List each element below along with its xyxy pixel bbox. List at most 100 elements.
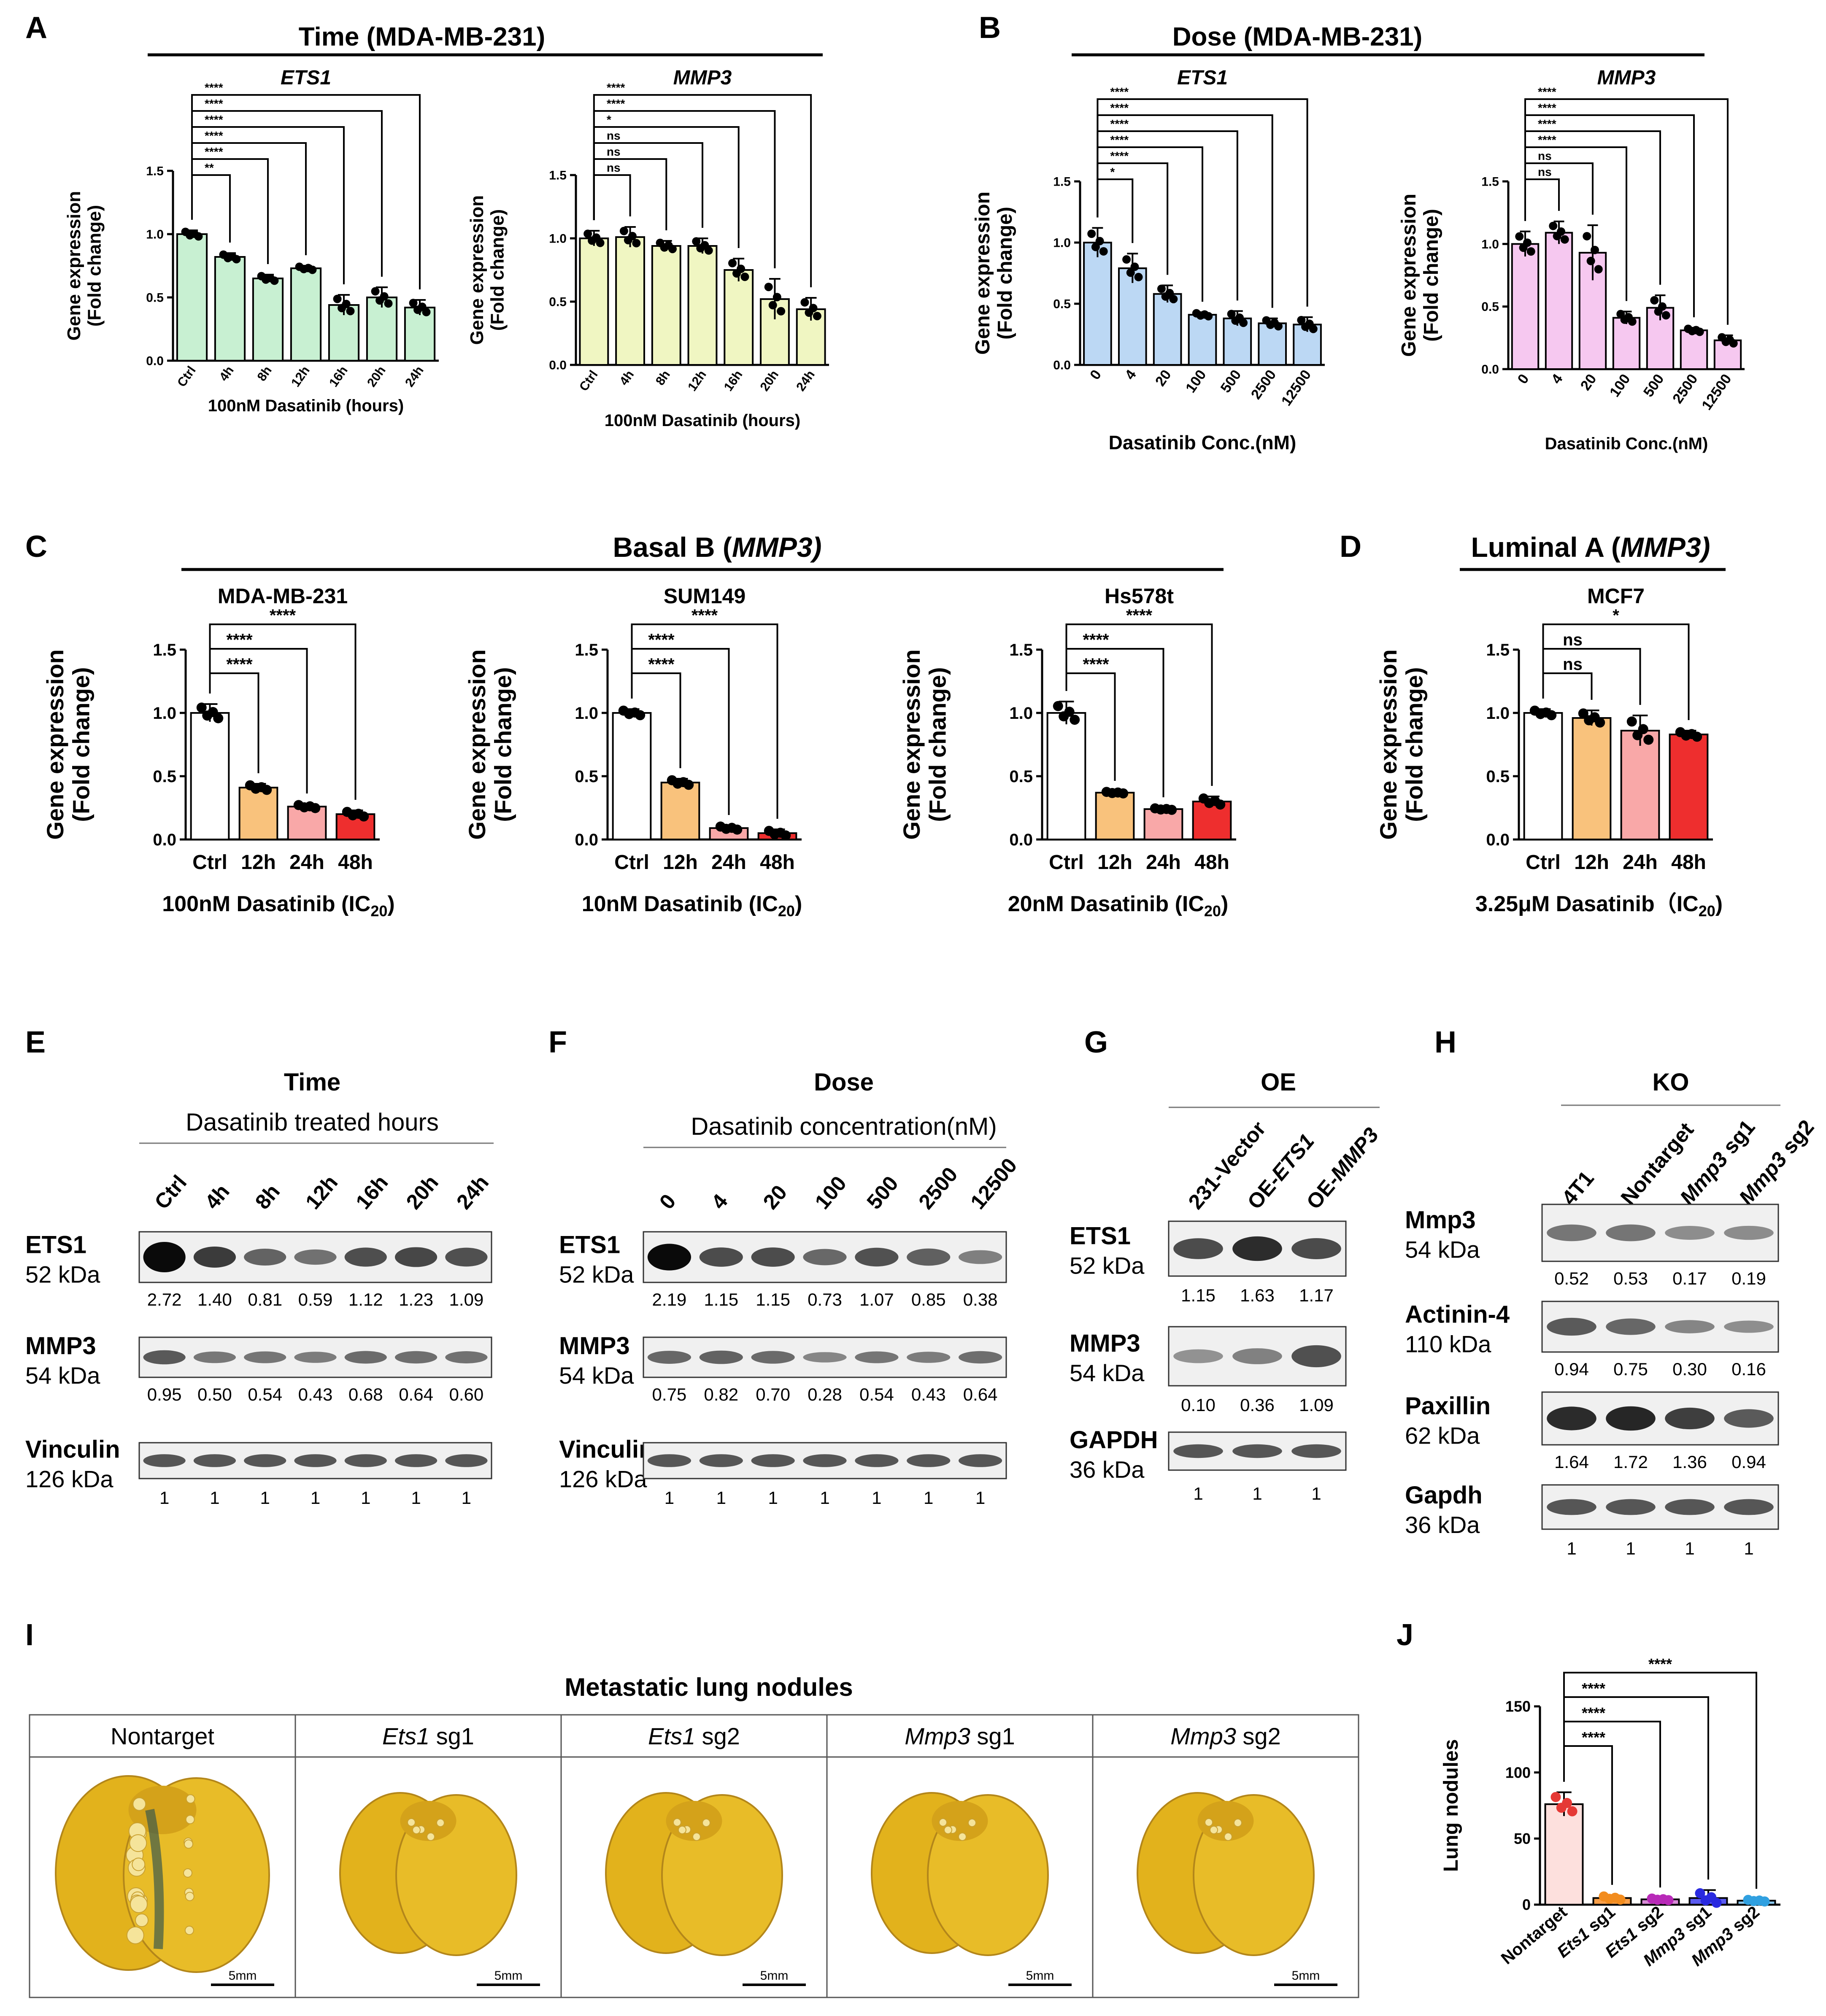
replicate-point: [1586, 256, 1595, 265]
significance-label: ns: [1563, 655, 1583, 674]
bar-48h: [1669, 734, 1709, 840]
protein-band: [394, 1454, 438, 1467]
protein-band: [1665, 1226, 1715, 1240]
replicate-point: [384, 299, 393, 308]
x-tick-label: Ctrl: [577, 368, 601, 394]
protein-band: [699, 1350, 743, 1364]
protein-label: Paxillin: [1405, 1393, 1491, 1420]
lane-label: 2500: [914, 1163, 962, 1214]
protein-band: [907, 1248, 951, 1266]
replicate-point: [1560, 235, 1569, 244]
lungs-title: Metastatic lung nodules: [565, 1673, 853, 1701]
lane-label: 20: [759, 1180, 792, 1214]
replicate-point: [1134, 273, 1143, 281]
replicate-point: [1638, 724, 1648, 734]
scale-bar-label: 5mm: [1292, 1969, 1320, 1983]
y-axis-label: Gene expression: [64, 191, 84, 341]
replicate-point: [1650, 296, 1659, 305]
blot-f-dose: Dose Dasatinib concentration(nM) 0 4 20 100 50…: [559, 1069, 1021, 1508]
band-quant: 0.53: [1613, 1268, 1648, 1288]
band-quant: 0.64: [399, 1384, 433, 1404]
band-quant: 1: [1626, 1538, 1635, 1558]
protein-band: [647, 1244, 692, 1271]
band-quant: 1: [768, 1488, 778, 1508]
protein-label: ETS1: [1070, 1223, 1131, 1250]
y-tick-label: 0.5: [1053, 297, 1071, 311]
x-tick-label: 4: [1122, 367, 1140, 383]
panel-label-g: G: [1084, 1026, 1108, 1059]
group-title-basalb: Basal B (MMP3): [613, 532, 821, 563]
protein-band: [445, 1247, 488, 1267]
lane-label: Ctrl: [150, 1171, 191, 1214]
significance-label: ns: [1538, 149, 1552, 162]
lung-specimen: [339, 1792, 517, 1956]
bar-24h: [404, 307, 436, 362]
group-title-time: Time (MDA-MB-231): [299, 22, 545, 51]
blot-e-time: Time Dasatinib treated hours Ctrl 4h 8h 12h 16…: [25, 1069, 494, 1508]
bar-12h: [238, 787, 278, 840]
significance-label: ****: [648, 655, 675, 674]
panel-label-h: H: [1434, 1026, 1456, 1059]
panel-label-e: E: [25, 1026, 46, 1059]
lane-label: 12500: [966, 1154, 1021, 1214]
replicate-point: [1053, 701, 1063, 711]
chart-c-sum149: SUM149 0.0 0.5 1.0 1.5 Gene expression(Fold c…: [464, 584, 802, 874]
significance-label: ****: [1582, 1680, 1605, 1697]
band-quant: 0.52: [1554, 1268, 1589, 1288]
bar-2500: [1680, 329, 1708, 370]
blot-title: KO: [1653, 1069, 1689, 1096]
x-tick-label: 12500: [1278, 367, 1314, 409]
y-tick-label: 1.5: [1486, 641, 1510, 659]
x-tick-label: Ctrl: [614, 851, 649, 874]
y-tick-label: 0.0: [1053, 359, 1071, 372]
replicate-point: [1118, 788, 1129, 799]
protein-label: MMP3: [1070, 1330, 1140, 1357]
y-tick-label: 1.0: [575, 704, 598, 723]
replicate-point: [1523, 238, 1532, 247]
band-quant: 1.64: [1554, 1452, 1589, 1472]
replicate-point: [1215, 799, 1226, 810]
y-tick-label: 0.0: [146, 354, 164, 368]
lane-label: 12h: [301, 1171, 342, 1214]
replicate-point: [732, 824, 743, 835]
y-tick-label: 0.5: [153, 767, 176, 786]
blot-title: OE: [1261, 1069, 1296, 1096]
chart-title: SUM149: [664, 584, 746, 608]
protein-label: Actinin-4: [1405, 1301, 1510, 1328]
significance-label: ****: [1538, 133, 1556, 146]
significance-label: ****: [1582, 1704, 1605, 1722]
protein-band: [1606, 1499, 1656, 1515]
band-quant: 0.73: [808, 1290, 842, 1309]
protein-band: [1173, 1238, 1223, 1259]
blot-title: Time: [284, 1069, 340, 1096]
protein-band: [1724, 1409, 1774, 1428]
y-axis-label: Gene expression: [898, 649, 925, 839]
significance-label: ****: [1538, 117, 1556, 130]
replicate-point: [213, 713, 224, 723]
kda-label: 54 kDa: [25, 1362, 100, 1389]
lung-group-label: Ets1 sg2: [648, 1723, 740, 1749]
kda-label: 126 kDa: [25, 1466, 113, 1492]
replicate-point: [371, 287, 380, 296]
replicate-point: [308, 265, 317, 274]
protein-band: [907, 1352, 951, 1363]
protein-band: [751, 1351, 795, 1364]
x-tick-label: 4: [1548, 371, 1566, 387]
lane-label: 8h: [251, 1179, 284, 1214]
x-tick-label: 100: [1607, 371, 1634, 400]
xlabel-c2: 10nM Dasatinib (IC20): [582, 892, 802, 920]
replicate-point: [704, 246, 713, 255]
protein-label: GAPDH: [1070, 1426, 1158, 1454]
y-axis-label: Gene expression: [1398, 194, 1420, 357]
significance-label: ****: [226, 655, 253, 674]
significance-label: ****: [1648, 1655, 1672, 1673]
band-quant: 1: [820, 1488, 829, 1508]
lung-group-label: Mmp3 sg2: [1170, 1723, 1280, 1749]
replicate-point: [1595, 717, 1605, 728]
band-quant: 0.75: [1613, 1359, 1648, 1379]
protein-band: [193, 1454, 236, 1467]
y-axis-label: (Fold change): [487, 209, 508, 331]
significance-bracket: [1542, 623, 1690, 720]
replicate-point: [737, 264, 746, 273]
y-tick-label: 0.5: [549, 295, 567, 309]
